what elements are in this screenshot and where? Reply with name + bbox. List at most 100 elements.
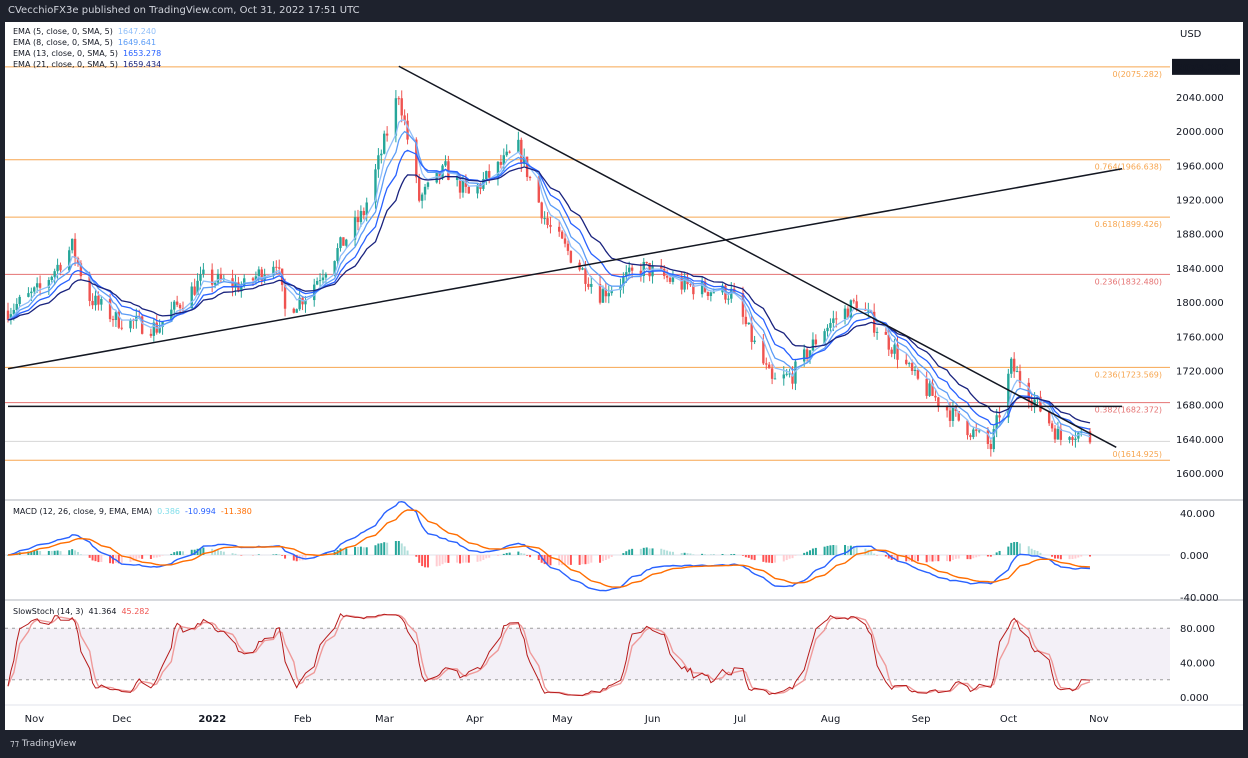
candle-body <box>525 156 529 178</box>
x-tick-label: 2022 <box>198 714 226 725</box>
candle-body <box>278 267 281 269</box>
candle-body <box>193 286 196 295</box>
macd-histogram-bar <box>482 555 485 560</box>
macd-histogram-bar <box>671 551 674 555</box>
macd-histogram-bar <box>951 555 954 560</box>
macd-histogram-bar <box>485 555 488 559</box>
fib-level-label: 0.236(1832.480) <box>1095 277 1162 286</box>
fib-level-label: 0.382(1682.372) <box>1095 406 1162 415</box>
macd-histogram-bar <box>397 541 400 555</box>
macd-histogram-bar <box>832 544 835 555</box>
candle-body <box>202 269 205 275</box>
candle-body <box>560 231 564 239</box>
macd-histogram-bar <box>864 548 867 555</box>
candle-body <box>957 411 960 421</box>
macd-histogram-bar <box>68 550 71 555</box>
macd-histogram-bar <box>873 553 876 555</box>
macd-histogram-bar <box>811 548 814 555</box>
macd-histogram-bar <box>905 555 908 562</box>
candle-body <box>692 285 695 295</box>
price-tick-label: 2040.000 <box>1176 93 1224 104</box>
candle-body <box>129 319 132 329</box>
macd-histogram-bar <box>342 548 345 555</box>
candle-body <box>108 299 112 320</box>
candle-body <box>1071 437 1074 441</box>
macd-histogram-bar <box>666 550 669 555</box>
macd-histogram-bar <box>1039 552 1042 555</box>
candle-body <box>598 283 602 303</box>
candle-body <box>315 281 319 285</box>
macd-histogram-bar <box>365 547 368 555</box>
macd-histogram-bar <box>190 549 193 555</box>
macd-histogram-bar <box>426 555 429 568</box>
x-tick-label: Apr <box>466 714 484 725</box>
candle-body <box>210 269 214 285</box>
candle-body <box>380 153 383 156</box>
candle-body <box>604 289 608 297</box>
candle-body <box>773 378 777 380</box>
macd-histogram-bar <box>356 546 359 555</box>
candle-body <box>969 435 972 438</box>
macd-histogram-bar <box>234 553 237 555</box>
candle-body <box>272 266 275 275</box>
macd-histogram-bar <box>216 550 219 555</box>
candle-body <box>467 186 470 194</box>
macd-histogram-bar <box>701 553 704 555</box>
stoch-tick-label: 80.000 <box>1180 624 1215 635</box>
candle-body <box>566 243 570 251</box>
macd-histogram-bar <box>566 555 569 565</box>
candle-body <box>808 350 812 360</box>
candle-body <box>508 151 511 153</box>
macd-histogram-bar <box>149 555 152 559</box>
candle-body <box>91 300 94 306</box>
macd-histogram-bar <box>202 547 205 555</box>
chart-panel[interactable]: 0(2075.282) 0.764(1966.638) 0.618(1899.426… <box>5 22 1243 730</box>
macd-histogram-bar <box>1033 550 1036 555</box>
candle-body <box>528 177 532 179</box>
candle-body <box>418 177 421 201</box>
candle-body <box>12 309 16 315</box>
ema-21-line <box>7 166 1091 424</box>
macd-histogram-bar <box>424 555 427 568</box>
macd-histogram-bar <box>421 555 424 567</box>
candle-body <box>584 268 587 284</box>
candle-body <box>843 308 847 320</box>
candle-body <box>397 98 401 100</box>
tradingview-logo[interactable]: ⁊⁊ TradingView <box>10 739 77 749</box>
macd-histogram-bar <box>625 551 628 555</box>
macd-histogram-bar <box>415 555 418 557</box>
macd-histogram-bar <box>1007 546 1010 555</box>
candle-body <box>234 282 237 288</box>
macd-histogram-bar <box>928 555 931 562</box>
candle-body <box>934 395 937 398</box>
macd-histogram-bar <box>275 554 278 555</box>
candle-body <box>496 161 500 178</box>
macd-histogram-bar <box>844 544 847 555</box>
candle-body <box>995 415 998 430</box>
candle-body <box>916 369 920 379</box>
macd-histogram-bar <box>199 548 202 555</box>
chart-svg[interactable]: 0(2075.282) 0.764(1966.638) 0.618(1899.426… <box>5 22 1243 730</box>
ema-legend-row: EMA (5, close, 0, SMA, 5) 1647.240 <box>13 27 157 36</box>
candle-body <box>727 298 730 300</box>
macd-histogram-bar <box>526 555 529 556</box>
candle-body <box>292 308 296 313</box>
x-tick-label: Mar <box>375 714 395 725</box>
macd-histogram-bar <box>887 555 890 559</box>
candle-body <box>254 276 258 281</box>
candle-body <box>730 288 733 299</box>
candle-body <box>257 269 261 277</box>
candle-body <box>622 276 625 287</box>
macd-histogram-bar <box>814 547 817 555</box>
candle-body <box>1059 428 1063 440</box>
macd-histogram-bar <box>374 545 377 555</box>
macd-histogram-bar <box>762 555 765 562</box>
macd-histogram-bar <box>1089 555 1091 557</box>
candle-body <box>782 374 785 379</box>
macd-histogram-bar <box>161 555 164 556</box>
macd-histogram-bar <box>520 553 523 555</box>
candle-body <box>464 180 468 187</box>
candle-body <box>219 273 223 280</box>
macd-histogram-bar <box>152 555 155 558</box>
candle-body <box>199 274 202 281</box>
